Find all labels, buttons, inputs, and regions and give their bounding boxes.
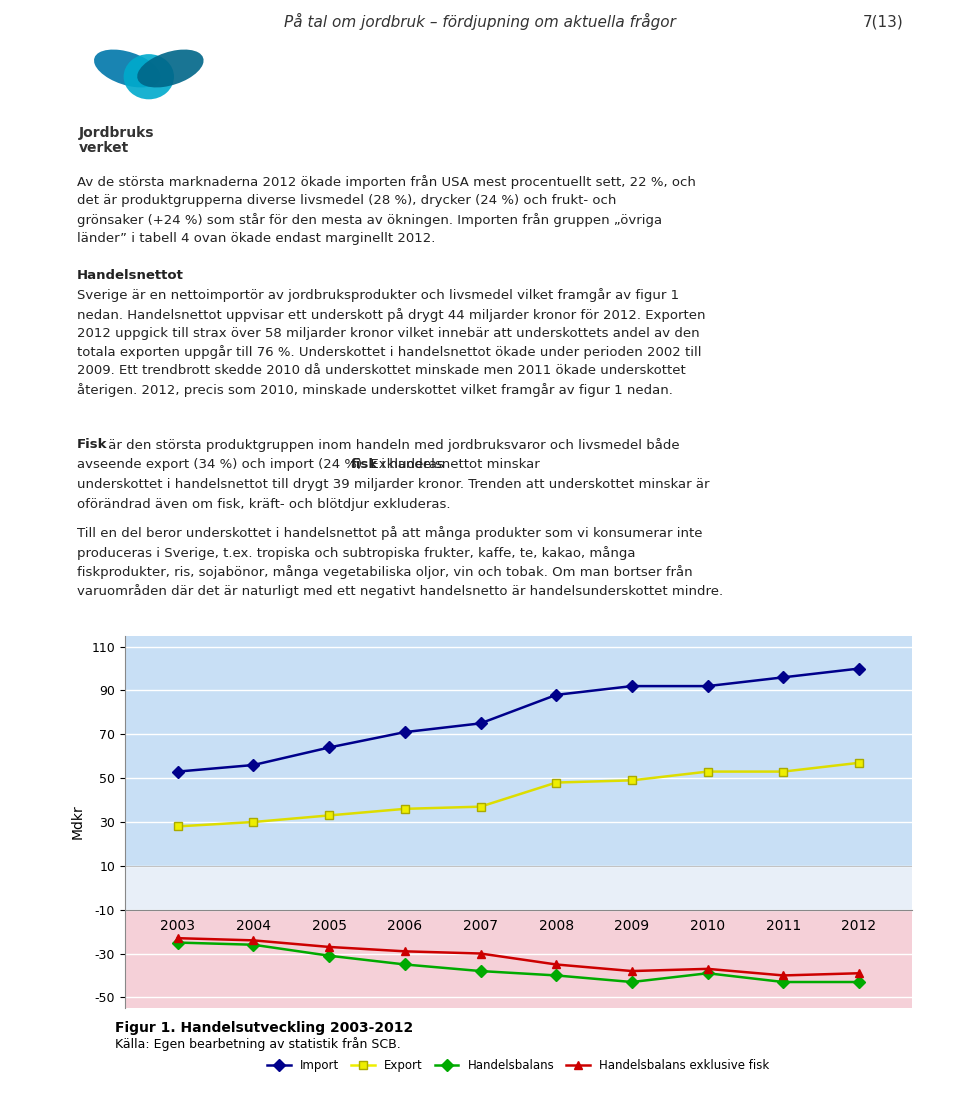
Text: underskottet i handelsnettot till drygt 39 miljarder kronor. Trenden att undersk: underskottet i handelsnettot till drygt … xyxy=(77,478,709,491)
Text: fisk: fisk xyxy=(350,458,377,471)
Text: Sverige är en nettoimportör av jordbruksprodukter och livsmedel vilket framgår a: Sverige är en nettoimportör av jordbruks… xyxy=(77,288,706,397)
Text: Figur 1. Handelsutveckling 2003-2012: Figur 1. Handelsutveckling 2003-2012 xyxy=(115,1021,414,1036)
Y-axis label: Mdkr: Mdkr xyxy=(70,804,84,840)
Text: Handelsnettot: Handelsnettot xyxy=(77,269,183,282)
Text: är den största produktgruppen inom handeln med jordbruksvaror och livsmedel både: är den största produktgruppen inom hande… xyxy=(104,438,680,453)
Ellipse shape xyxy=(124,54,174,100)
Legend: Import, Export, Handelsbalans, Handelsbalans exklusive fisk: Import, Export, Handelsbalans, Handelsba… xyxy=(262,1054,775,1077)
Text: Fisk: Fisk xyxy=(77,438,108,452)
Text: Källa: Egen bearbetning av statistik från SCB.: Källa: Egen bearbetning av statistik frå… xyxy=(115,1037,401,1051)
Bar xyxy=(125,636,912,866)
Ellipse shape xyxy=(137,49,204,88)
Ellipse shape xyxy=(94,49,160,88)
Text: avseende export (34 %) och import (24 %). Exkluderas: avseende export (34 %) och import (24 %)… xyxy=(77,458,448,471)
Text: Av de största marknaderna 2012 ökade importen från USA mest procentuellt sett, 2: Av de största marknaderna 2012 ökade imp… xyxy=(77,175,696,244)
Text: i handelsnettot minskar: i handelsnettot minskar xyxy=(377,458,540,471)
Text: Jordbruks: Jordbruks xyxy=(79,126,155,140)
Bar xyxy=(125,910,912,1008)
Text: På tal om jordbruk – fördjupning om aktuella frågor: På tal om jordbruk – fördjupning om aktu… xyxy=(284,13,676,31)
Text: Till en del beror underskottet i handelsnettot på att många produkter som vi kon: Till en del beror underskottet i handels… xyxy=(77,526,723,598)
Text: 7(13): 7(13) xyxy=(863,14,903,30)
Bar xyxy=(125,866,912,910)
Text: verket: verket xyxy=(79,141,129,156)
Text: oförändrad även om fisk, kräft- och blötdjur exkluderas.: oförändrad även om fisk, kräft- och blöt… xyxy=(77,498,450,511)
